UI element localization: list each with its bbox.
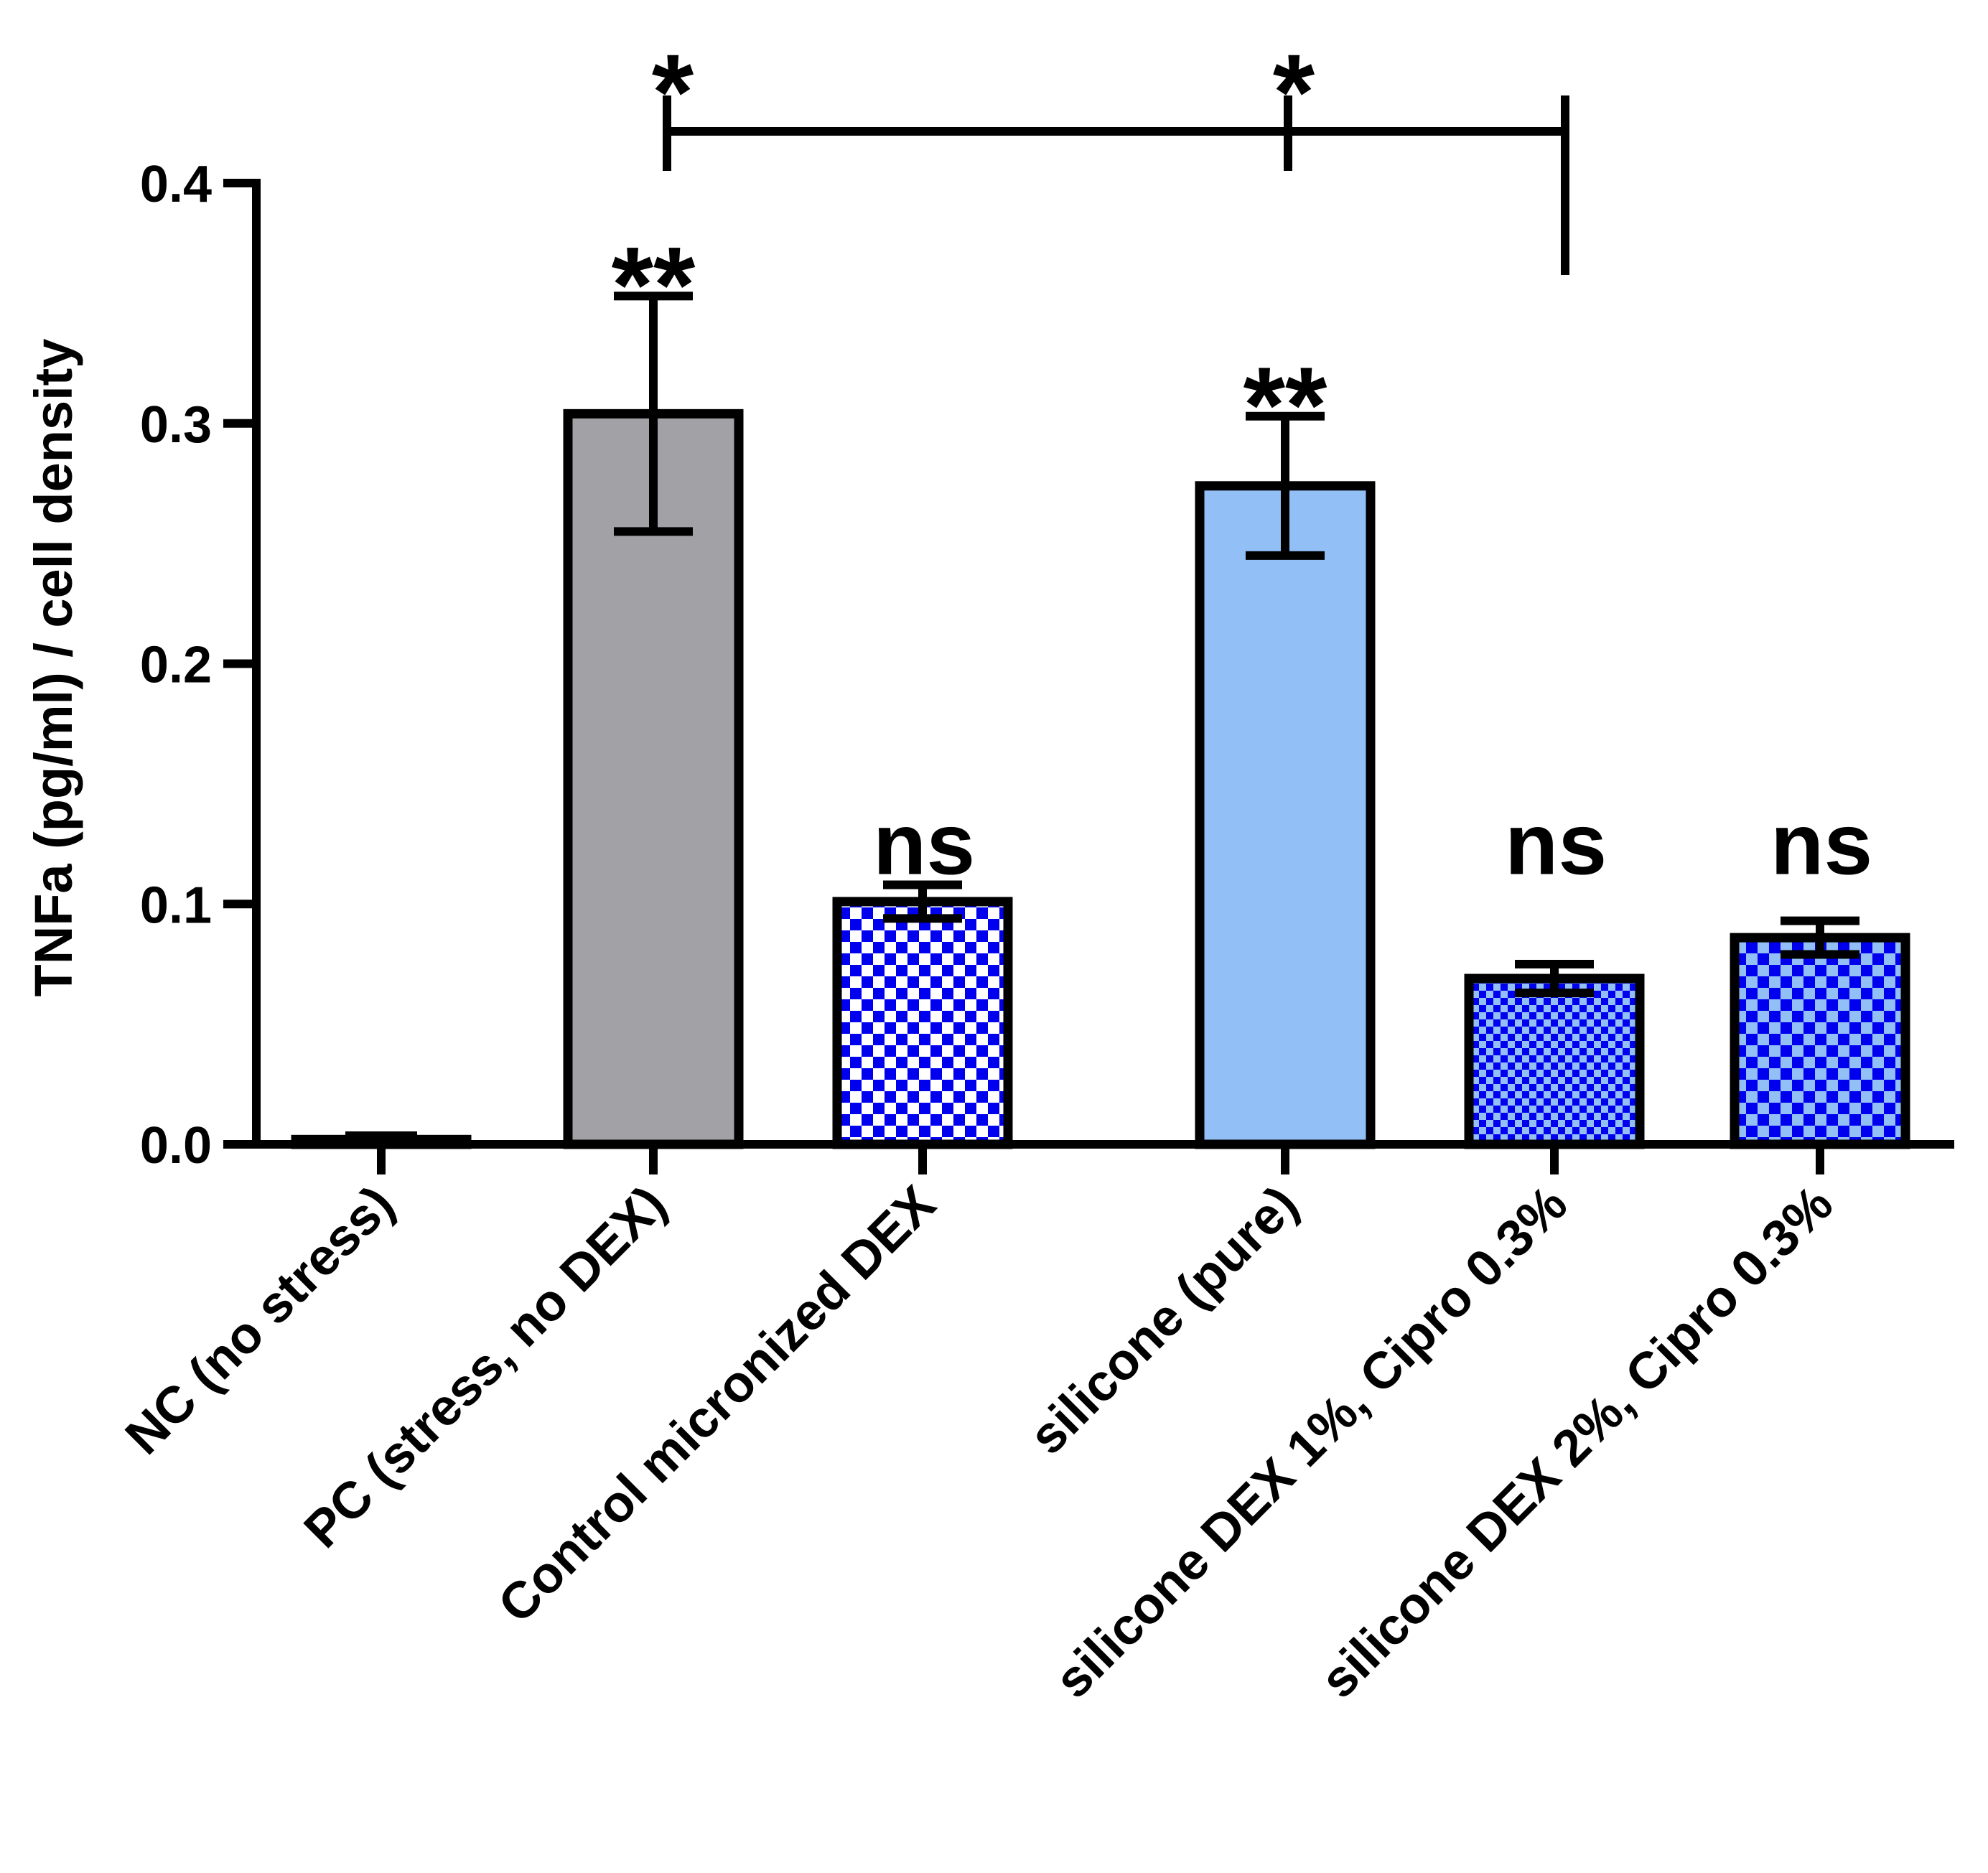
comparison-star-right: *	[1273, 32, 1315, 152]
y-tick-label: 0.4	[140, 156, 212, 213]
y-axis-label: TNFa (pg/ml) / cell density	[24, 339, 83, 997]
significance-label: ns	[1505, 795, 1607, 892]
x-tick-label: silicone DEX 1%, Cipro 0.3%	[1044, 1175, 1578, 1709]
bar	[1464, 973, 1645, 1149]
bar	[832, 897, 1013, 1149]
significance-label: ns	[873, 795, 975, 892]
bar	[1195, 481, 1376, 1149]
x-tick-label: silicone DEX 2%, Cipro 0.3%	[1310, 1175, 1844, 1709]
y-tick-label: 0.2	[140, 637, 212, 694]
comparison-star-left: *	[652, 32, 694, 152]
y-tick-label: 0.3	[140, 396, 212, 454]
significance-label: **	[612, 224, 696, 345]
x-tick-label: NC (no stress)	[115, 1175, 406, 1466]
bar	[1730, 933, 1910, 1149]
x-tick-label: silicone (pure)	[1019, 1175, 1310, 1466]
x-tick-label: Control micronized DEX	[487, 1175, 946, 1634]
y-tick-label: 0.1	[140, 877, 212, 934]
significance-label: **	[1243, 345, 1327, 465]
y-tick-label: 0.0	[140, 1117, 212, 1174]
significance-label: ns	[1770, 795, 1872, 892]
